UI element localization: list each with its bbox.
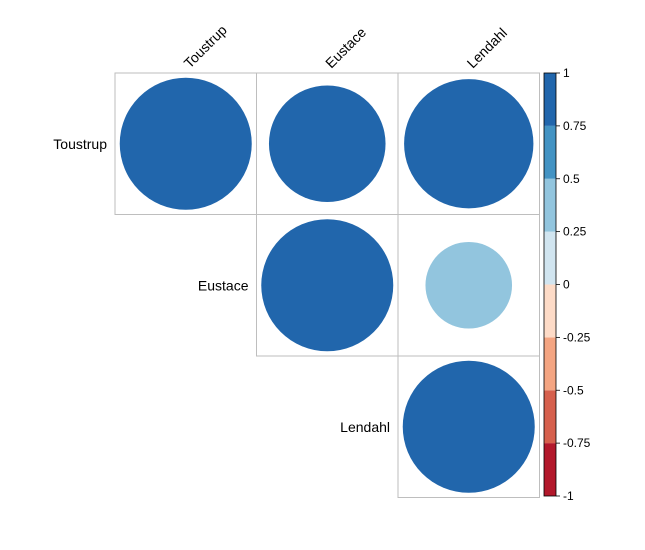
colorbar-tick-label-4: 0 [563,278,570,292]
corr-circle-toustrup-lendahl [404,79,534,209]
colorbar-band-2 [544,337,556,391]
corr-circle-eustace-lendahl [425,241,513,329]
column-label-eustace: Eustace [322,24,369,71]
row-label-eustace: Eustace [198,277,249,293]
colorbar-tick-label-0: -1 [563,489,574,503]
colorbar-tick-label-5: 0.25 [563,225,587,239]
grid-layer [114,72,540,498]
colorbar-tick-label-3: -0.25 [563,330,591,344]
corr-circle-lendahl-lendahl [402,360,535,493]
colorbar-band-3 [544,284,556,338]
colorbar-band-0 [544,443,556,496]
column-label-toustrup: Toustrup [181,22,230,71]
row-label-lendahl: Lendahl [340,419,390,435]
colorbar-tick-label-6: 0.5 [563,172,580,186]
colorbar-band-6 [544,125,556,179]
corr-circle-toustrup-toustrup [119,77,252,210]
column-label-lendahl: Lendahl [464,25,511,72]
colorbar-band-7 [544,73,556,126]
colorbar: -1 -0.75 -0.5 -0.25 0 0.25 0.5 0.75 1 [543,66,591,503]
row-label-toustrup: Toustrup [53,136,107,152]
corr-circle-toustrup-eustace [268,85,386,203]
grid-cell-lendahl-lendahl [397,355,540,498]
colorbar-band-4 [544,231,556,285]
colorbar-tick-label-2: -0.5 [563,383,584,397]
colorbar-tick-label-1: -0.75 [563,436,591,450]
circle-layer [119,77,535,493]
colorbar-band-5 [544,178,556,232]
corr-circle-eustace-eustace [261,219,394,352]
colorbar-tick-label-7: 0.75 [563,119,587,133]
colorbar-tick-label-8: 1 [563,66,570,80]
colorbar-band-1 [544,390,556,444]
